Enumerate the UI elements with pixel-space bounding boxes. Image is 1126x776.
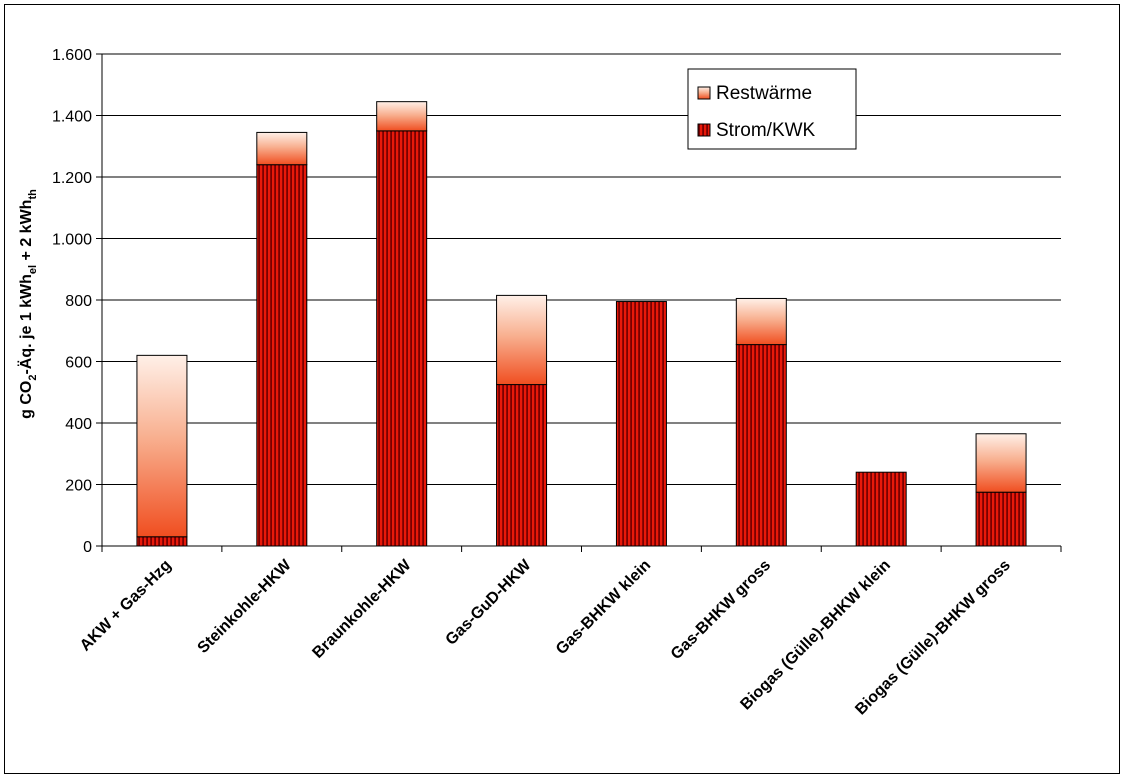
- gridlines: [102, 54, 1061, 485]
- bar-strom-kwk: [856, 472, 906, 546]
- bar-strom-kwk: [137, 537, 187, 546]
- bar-restwaerme: [736, 298, 786, 344]
- bar-restwaerme: [497, 295, 547, 384]
- y-axis-label-part: -Äq. je 1 kWh: [17, 274, 35, 374]
- bar-restwaerme: [976, 434, 1026, 492]
- y-tick-label: 200: [65, 478, 92, 495]
- y-tick-label: 0: [83, 539, 92, 556]
- y-axis-label-part: + 2 kWh: [18, 200, 35, 265]
- bar-strom-kwk: [736, 345, 786, 546]
- x-tick-label: Braunkohle-HKW: [309, 556, 415, 662]
- bar-strom-kwk: [976, 492, 1026, 546]
- legend-swatch-strom-kwk: [698, 124, 710, 136]
- x-tick-label: Gas-GuD-HKW: [443, 556, 535, 648]
- y-tick-label: 800: [65, 293, 92, 310]
- y-tick-label: 1.000: [52, 232, 92, 249]
- legend-swatch-restwaerme: [698, 87, 710, 99]
- bar-strom-kwk: [377, 131, 427, 546]
- legend: Restwärme Strom/KWK: [688, 69, 856, 149]
- y-tick-label: 600: [65, 355, 92, 372]
- bars: [137, 102, 1026, 546]
- bar-strom-kwk: [497, 385, 547, 546]
- bar-restwaerme: [377, 102, 427, 131]
- y-tick-label: 1.400: [52, 109, 92, 126]
- legend-label-strom-kwk: Strom/KWK: [716, 120, 816, 141]
- x-tick-label: AKW + Gas-Hzg: [77, 557, 175, 655]
- legend-label-restwaerme: Restwärme: [716, 83, 812, 104]
- x-tick-label: Gas-BHKW gross: [668, 557, 774, 663]
- y-axis-label-part: th: [27, 189, 39, 200]
- y-axis-label-part: g CO: [18, 381, 35, 419]
- y-axis-label: g CO2-Äq. je 1 kWhel + 2 kWhth: [17, 189, 39, 419]
- bar-strom-kwk: [257, 165, 307, 546]
- y-tick-labels: 0 200 400 600 800 1.000 1.200 1.400 1.600: [52, 47, 92, 556]
- bar-strom-kwk: [616, 302, 666, 546]
- y-axis-label-part: el: [27, 265, 39, 274]
- bar-restwaerme: [137, 355, 187, 536]
- y-tick-label: 1.200: [52, 170, 92, 187]
- x-tick-label: Gas-BHKW klein: [553, 557, 654, 658]
- x-tick-labels: AKW + Gas-Hzg Steinkohle-HKW Braunkohle-HK…: [77, 556, 1014, 718]
- bar-restwaerme: [257, 132, 307, 164]
- y-tick-label: 1.600: [52, 47, 92, 64]
- y-tick-label: 400: [65, 416, 92, 433]
- axes: [96, 54, 1061, 552]
- x-tick-label: Steinkohle-HKW: [195, 556, 296, 657]
